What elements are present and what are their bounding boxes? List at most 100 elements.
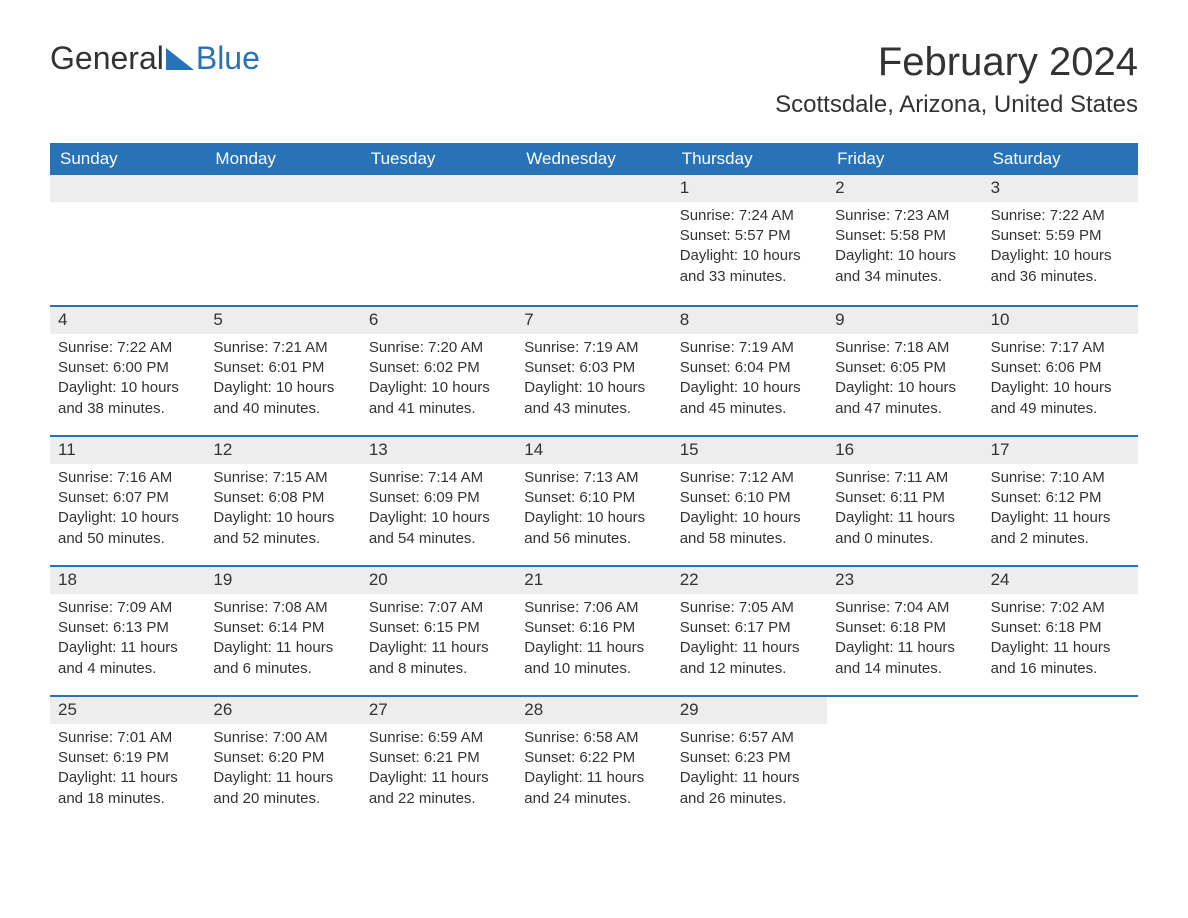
sunset-line: Sunset: 6:03 PM [524, 358, 663, 378]
day-cell: 27Sunrise: 6:59 AMSunset: 6:21 PMDayligh… [361, 697, 516, 825]
header: General Blue February 2024 Scottsdale, A… [50, 40, 1138, 119]
day-body: Sunrise: 7:19 AMSunset: 6:04 PMDaylight:… [672, 334, 827, 429]
day-cell: 12Sunrise: 7:15 AMSunset: 6:08 PMDayligh… [205, 437, 360, 565]
day-number: 20 [361, 567, 516, 594]
weeks-container: 1Sunrise: 7:24 AMSunset: 5:57 PMDaylight… [50, 175, 1138, 825]
day-cell: 13Sunrise: 7:14 AMSunset: 6:09 PMDayligh… [361, 437, 516, 565]
day-cell [361, 175, 516, 305]
day-cell: 10Sunrise: 7:17 AMSunset: 6:06 PMDayligh… [983, 307, 1138, 435]
daylight-line: Daylight: 10 hours and 38 minutes. [58, 378, 197, 419]
sunrise-line: Sunrise: 7:11 AM [835, 468, 974, 488]
weekday-header: Saturday [983, 143, 1138, 175]
day-number: 18 [50, 567, 205, 594]
day-body: Sunrise: 7:06 AMSunset: 6:16 PMDaylight:… [516, 594, 671, 689]
day-cell: 8Sunrise: 7:19 AMSunset: 6:04 PMDaylight… [672, 307, 827, 435]
day-body: Sunrise: 7:15 AMSunset: 6:08 PMDaylight:… [205, 464, 360, 559]
calendar: SundayMondayTuesdayWednesdayThursdayFrid… [50, 143, 1138, 825]
day-body: Sunrise: 7:10 AMSunset: 6:12 PMDaylight:… [983, 464, 1138, 559]
daylight-line: Daylight: 10 hours and 34 minutes. [835, 246, 974, 287]
day-cell: 9Sunrise: 7:18 AMSunset: 6:05 PMDaylight… [827, 307, 982, 435]
daylight-line: Daylight: 10 hours and 45 minutes. [680, 378, 819, 419]
sunrise-line: Sunrise: 7:14 AM [369, 468, 508, 488]
sunrise-line: Sunrise: 7:23 AM [835, 206, 974, 226]
day-cell: 14Sunrise: 7:13 AMSunset: 6:10 PMDayligh… [516, 437, 671, 565]
logo: General Blue [50, 40, 260, 77]
week-row: 18Sunrise: 7:09 AMSunset: 6:13 PMDayligh… [50, 565, 1138, 695]
empty-day-strip [361, 175, 516, 202]
daylight-line: Daylight: 10 hours and 33 minutes. [680, 246, 819, 287]
sunrise-line: Sunrise: 7:24 AM [680, 206, 819, 226]
daylight-line: Daylight: 11 hours and 2 minutes. [991, 508, 1130, 549]
day-number: 12 [205, 437, 360, 464]
day-body: Sunrise: 7:22 AMSunset: 6:00 PMDaylight:… [50, 334, 205, 429]
sunset-line: Sunset: 6:04 PM [680, 358, 819, 378]
day-cell: 16Sunrise: 7:11 AMSunset: 6:11 PMDayligh… [827, 437, 982, 565]
sunrise-line: Sunrise: 7:05 AM [680, 598, 819, 618]
weekday-header: Thursday [672, 143, 827, 175]
day-cell: 1Sunrise: 7:24 AMSunset: 5:57 PMDaylight… [672, 175, 827, 305]
daylight-line: Daylight: 10 hours and 54 minutes. [369, 508, 508, 549]
sunrise-line: Sunrise: 7:07 AM [369, 598, 508, 618]
day-number: 7 [516, 307, 671, 334]
daylight-line: Daylight: 10 hours and 56 minutes. [524, 508, 663, 549]
sunset-line: Sunset: 6:16 PM [524, 618, 663, 638]
logo-triangle-icon [166, 48, 194, 70]
daylight-line: Daylight: 11 hours and 20 minutes. [213, 768, 352, 809]
sunset-line: Sunset: 6:18 PM [991, 618, 1130, 638]
day-cell: 23Sunrise: 7:04 AMSunset: 6:18 PMDayligh… [827, 567, 982, 695]
day-cell: 7Sunrise: 7:19 AMSunset: 6:03 PMDaylight… [516, 307, 671, 435]
sunrise-line: Sunrise: 7:13 AM [524, 468, 663, 488]
day-number: 22 [672, 567, 827, 594]
day-body: Sunrise: 7:23 AMSunset: 5:58 PMDaylight:… [827, 202, 982, 297]
day-body: Sunrise: 7:19 AMSunset: 6:03 PMDaylight:… [516, 334, 671, 429]
day-number: 11 [50, 437, 205, 464]
title-block: February 2024 Scottsdale, Arizona, Unite… [775, 40, 1138, 119]
day-cell [983, 697, 1138, 825]
day-number: 23 [827, 567, 982, 594]
day-number: 21 [516, 567, 671, 594]
day-cell: 25Sunrise: 7:01 AMSunset: 6:19 PMDayligh… [50, 697, 205, 825]
day-cell: 2Sunrise: 7:23 AMSunset: 5:58 PMDaylight… [827, 175, 982, 305]
location: Scottsdale, Arizona, United States [775, 91, 1138, 119]
sunset-line: Sunset: 6:02 PM [369, 358, 508, 378]
daylight-line: Daylight: 11 hours and 18 minutes. [58, 768, 197, 809]
daylight-line: Daylight: 11 hours and 4 minutes. [58, 638, 197, 679]
sunset-line: Sunset: 6:20 PM [213, 748, 352, 768]
day-cell: 3Sunrise: 7:22 AMSunset: 5:59 PMDaylight… [983, 175, 1138, 305]
sunrise-line: Sunrise: 7:10 AM [991, 468, 1130, 488]
day-body: Sunrise: 7:20 AMSunset: 6:02 PMDaylight:… [361, 334, 516, 429]
sunset-line: Sunset: 6:12 PM [991, 488, 1130, 508]
week-row: 25Sunrise: 7:01 AMSunset: 6:19 PMDayligh… [50, 695, 1138, 825]
day-body: Sunrise: 7:14 AMSunset: 6:09 PMDaylight:… [361, 464, 516, 559]
daylight-line: Daylight: 10 hours and 52 minutes. [213, 508, 352, 549]
sunrise-line: Sunrise: 7:18 AM [835, 338, 974, 358]
daylight-line: Daylight: 10 hours and 47 minutes. [835, 378, 974, 419]
day-number: 8 [672, 307, 827, 334]
sunrise-line: Sunrise: 7:08 AM [213, 598, 352, 618]
daylight-line: Daylight: 11 hours and 6 minutes. [213, 638, 352, 679]
sunset-line: Sunset: 6:13 PM [58, 618, 197, 638]
day-number: 19 [205, 567, 360, 594]
sunset-line: Sunset: 6:05 PM [835, 358, 974, 378]
week-row: 11Sunrise: 7:16 AMSunset: 6:07 PMDayligh… [50, 435, 1138, 565]
day-body: Sunrise: 7:02 AMSunset: 6:18 PMDaylight:… [983, 594, 1138, 689]
daylight-line: Daylight: 10 hours and 50 minutes. [58, 508, 197, 549]
month-title: February 2024 [775, 40, 1138, 85]
weekday-header: Friday [827, 143, 982, 175]
day-body: Sunrise: 7:07 AMSunset: 6:15 PMDaylight:… [361, 594, 516, 689]
day-body: Sunrise: 7:12 AMSunset: 6:10 PMDaylight:… [672, 464, 827, 559]
weekday-header: Wednesday [516, 143, 671, 175]
sunset-line: Sunset: 5:58 PM [835, 226, 974, 246]
sunrise-line: Sunrise: 7:20 AM [369, 338, 508, 358]
sunrise-line: Sunrise: 7:12 AM [680, 468, 819, 488]
day-body: Sunrise: 7:17 AMSunset: 6:06 PMDaylight:… [983, 334, 1138, 429]
day-number: 13 [361, 437, 516, 464]
empty-day-strip [50, 175, 205, 202]
daylight-line: Daylight: 11 hours and 12 minutes. [680, 638, 819, 679]
sunset-line: Sunset: 6:00 PM [58, 358, 197, 378]
day-body: Sunrise: 7:13 AMSunset: 6:10 PMDaylight:… [516, 464, 671, 559]
sunrise-line: Sunrise: 7:19 AM [524, 338, 663, 358]
day-cell: 19Sunrise: 7:08 AMSunset: 6:14 PMDayligh… [205, 567, 360, 695]
day-number: 27 [361, 697, 516, 724]
sunrise-line: Sunrise: 6:58 AM [524, 728, 663, 748]
